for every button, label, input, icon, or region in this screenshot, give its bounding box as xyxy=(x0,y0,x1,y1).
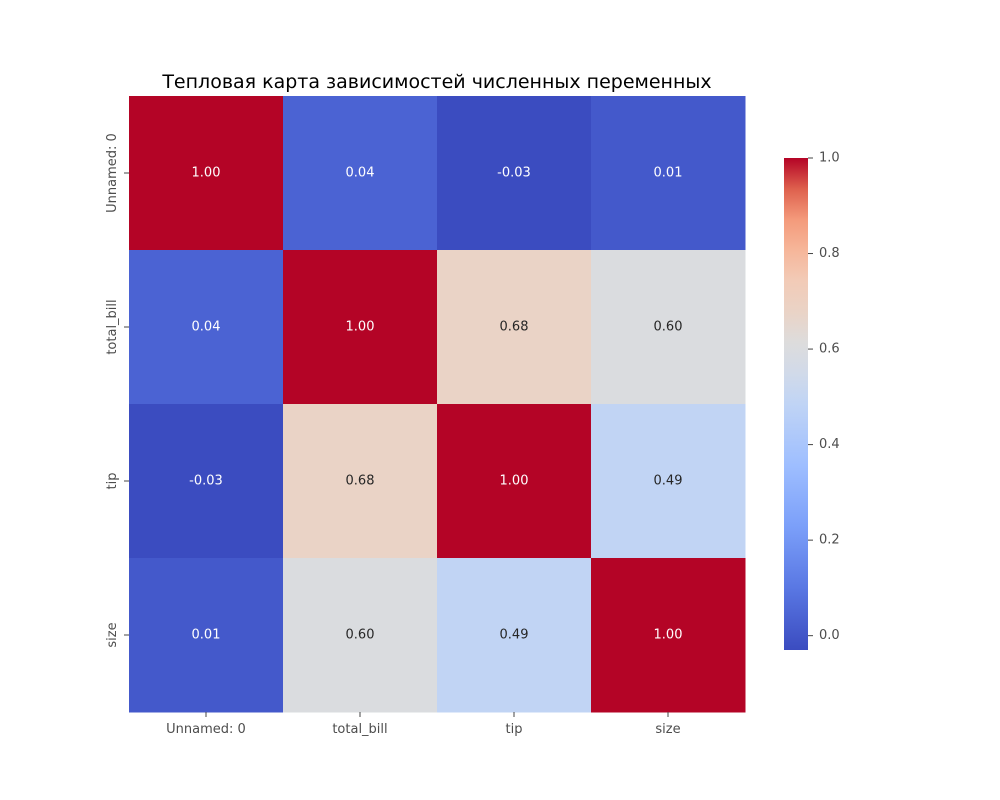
cell-annotation: 0.60 xyxy=(654,320,683,335)
cell-annotation: -0.03 xyxy=(189,474,223,489)
heatmap-cell xyxy=(591,404,746,559)
cell-annotation: 0.49 xyxy=(654,474,683,489)
heatmap-cell xyxy=(129,250,284,405)
heatmap-cell xyxy=(437,250,592,405)
heatmap-cell xyxy=(129,96,284,251)
cell-annotation: 1.00 xyxy=(500,474,529,489)
colorbar-tick-label: 0.0 xyxy=(819,628,840,643)
heatmap-cell xyxy=(437,404,592,559)
y-tick-label: tip xyxy=(105,473,120,490)
colorbar-tick-label: 0.8 xyxy=(819,246,840,261)
colorbar-tick-label: 0.4 xyxy=(819,437,840,452)
cell-annotation: 0.68 xyxy=(346,474,375,489)
heatmap-cell xyxy=(591,250,746,405)
heatmap-cell xyxy=(283,250,438,405)
cell-annotation: 1.00 xyxy=(346,320,375,335)
chart-title: Тепловая карта зависимостей численных пе… xyxy=(161,71,711,93)
heatmap-cell xyxy=(591,558,746,713)
heatmap-cell xyxy=(129,558,284,713)
heatmap-cell xyxy=(129,404,284,559)
heatmap-cells xyxy=(129,96,746,713)
colorbar-gradient xyxy=(784,158,808,650)
x-axis: Unnamed: 0 total_bill tip size xyxy=(166,712,681,737)
heatmap-cell xyxy=(437,558,592,713)
heatmap-cell xyxy=(283,404,438,559)
cell-annotation: 0.01 xyxy=(192,628,221,643)
y-tick-label: total_bill xyxy=(105,299,120,354)
y-tick-label: Unnamed: 0 xyxy=(105,133,120,213)
heatmap-cell xyxy=(283,558,438,713)
x-tick-label: tip xyxy=(506,722,523,737)
x-tick-label: Unnamed: 0 xyxy=(166,722,246,737)
heatmap-cell xyxy=(437,96,592,251)
colorbar: 0.0 0.2 0.4 0.6 0.8 1.0 xyxy=(784,151,840,650)
cell-annotation: 0.68 xyxy=(500,320,529,335)
colorbar-tick-label: 1.0 xyxy=(819,151,840,166)
cell-annotation: 0.49 xyxy=(500,628,529,643)
heatmap-cell xyxy=(283,96,438,251)
x-tick-label: total_bill xyxy=(332,722,387,737)
cell-annotation: 0.60 xyxy=(346,628,375,643)
colorbar-tick-label: 0.6 xyxy=(819,342,840,357)
cell-annotation: 0.04 xyxy=(346,166,375,181)
cell-annotation: -0.03 xyxy=(497,166,531,181)
x-tick-label: size xyxy=(655,722,680,737)
y-tick-label: size xyxy=(105,622,120,647)
heatmap-cell xyxy=(591,96,746,251)
cell-annotation: 1.00 xyxy=(654,628,683,643)
cell-annotation: 1.00 xyxy=(192,166,221,181)
cell-labels: 1.00 0.04 -0.03 0.01 0.04 1.00 0.68 0.60 -0.03 0.… xyxy=(189,166,682,643)
colorbar-tick-label: 0.2 xyxy=(819,533,840,548)
cell-annotation: 0.04 xyxy=(192,320,221,335)
cell-annotation: 0.01 xyxy=(654,166,683,181)
